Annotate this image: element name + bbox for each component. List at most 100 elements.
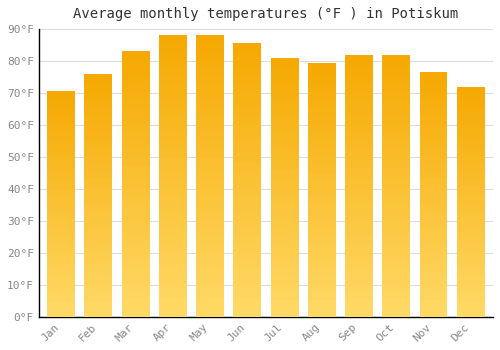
Bar [382,203,410,208]
Bar [196,312,224,317]
Bar [270,97,298,101]
Bar [234,267,262,271]
Bar [308,67,336,71]
Bar [270,92,298,97]
Bar [270,122,298,127]
Bar [308,113,336,118]
Bar [457,252,484,255]
Bar [47,140,75,144]
Bar [122,105,150,109]
Bar [308,219,336,224]
Bar [382,116,410,120]
Bar [457,90,484,94]
Bar [47,257,75,260]
Bar [270,131,298,135]
Bar [382,290,410,295]
Bar [84,74,112,78]
Bar [159,92,187,96]
Bar [382,225,410,229]
Bar [270,148,298,153]
Bar [122,313,150,317]
Bar [345,273,373,278]
Bar [308,287,336,292]
Bar [234,107,262,112]
Bar [234,134,262,139]
Bar [270,252,298,257]
Bar [457,221,484,225]
Bar [270,244,298,248]
Bar [345,59,373,63]
Bar [234,189,262,194]
Bar [122,215,150,219]
Bar [159,167,187,172]
Bar [308,84,336,88]
Bar [420,80,448,84]
Bar [457,279,484,282]
Bar [345,195,373,199]
Bar [196,35,224,40]
Bar [196,64,224,68]
Bar [234,71,262,75]
Bar [234,139,262,144]
Bar [270,110,298,114]
Bar [159,96,187,101]
Bar [420,178,448,182]
Bar [308,279,336,283]
Bar [420,247,448,252]
Bar [47,125,75,129]
Bar [345,68,373,72]
Bar [47,95,75,99]
Bar [345,116,373,120]
Bar [122,100,150,105]
Bar [122,135,150,140]
Bar [122,308,150,313]
Bar [159,284,187,289]
Bar [122,241,150,246]
Bar [270,166,298,170]
Bar [47,148,75,152]
Bar [159,125,187,129]
Bar [84,86,112,90]
Bar [196,246,224,251]
Bar [270,231,298,235]
Bar [420,72,448,76]
Bar [420,166,448,170]
Bar [122,158,150,162]
Bar [420,121,448,125]
Bar [47,309,75,313]
Bar [270,235,298,239]
Bar [196,209,224,214]
Bar [382,160,410,164]
Bar [84,203,112,208]
Bar [308,71,336,75]
Bar [196,143,224,148]
Bar [196,172,224,176]
Bar [47,99,75,103]
Bar [84,82,112,86]
Bar [196,101,224,106]
Bar [47,298,75,302]
Bar [457,263,484,267]
Bar [159,256,187,260]
Bar [234,289,262,294]
Bar [234,194,262,198]
Bar [84,94,112,98]
Bar [196,260,224,265]
Bar [196,115,224,120]
Bar [382,313,410,317]
Bar [345,90,373,94]
Bar [122,197,150,202]
Bar [159,129,187,134]
Bar [47,238,75,242]
Bar [196,186,224,190]
Bar [122,60,150,65]
Bar [270,79,298,84]
Bar [84,191,112,195]
Bar [382,125,410,129]
Bar [457,248,484,252]
Bar [308,283,336,287]
Bar [159,195,187,199]
Bar [159,143,187,148]
Bar [345,173,373,177]
Bar [196,218,224,223]
